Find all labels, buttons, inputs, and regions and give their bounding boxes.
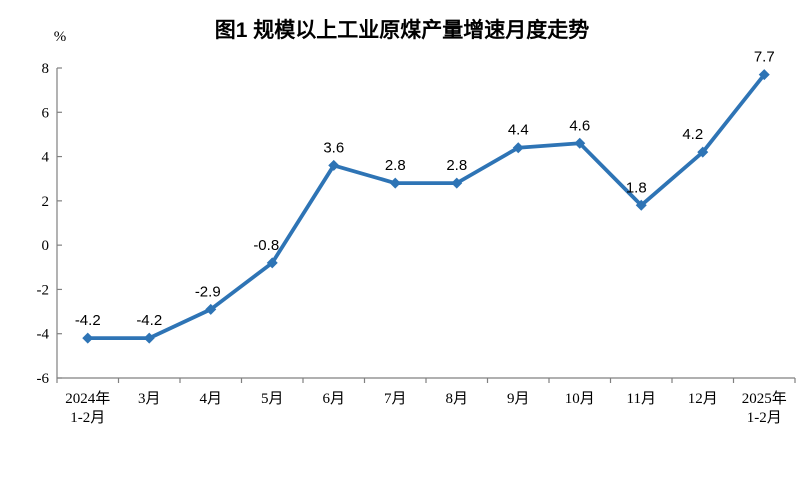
- data-point-label: 2.8: [385, 157, 406, 174]
- y-axis-tick-label: 2: [42, 194, 50, 210]
- data-point-label: -2.9: [195, 283, 221, 300]
- x-axis-label: 12月: [688, 391, 718, 407]
- data-point-label: -0.8: [253, 237, 279, 254]
- data-point-label: 1.8: [626, 179, 647, 196]
- series-line: [85, 72, 767, 341]
- data-point-label: -4.2: [75, 312, 101, 329]
- data-point-marker: [758, 69, 770, 81]
- data-point-label: -4.2: [136, 312, 162, 329]
- data-point-marker: [512, 142, 524, 154]
- data-point-marker: [574, 137, 586, 149]
- x-axis-label: 2024年: [65, 390, 110, 407]
- data-point-label: 4.2: [682, 126, 703, 143]
- x-axis-label: 10月: [565, 391, 595, 407]
- data-point-marker: [451, 177, 463, 189]
- x-axis-label: 5月: [261, 391, 284, 407]
- y-axis-unit-label: %: [54, 29, 67, 45]
- y-axis-tick-label: 0: [42, 238, 50, 254]
- x-axis-label: 11月: [627, 391, 656, 407]
- x-axis-label: 4月: [199, 391, 222, 407]
- y-axis-tick-label: 4: [42, 150, 50, 166]
- x-axis-label: 9月: [507, 391, 530, 407]
- x-axis-label: 8月: [445, 391, 468, 407]
- y-axis-tick-label: 8: [42, 61, 50, 77]
- y-axis-tick-label: -6: [37, 371, 50, 387]
- data-point-marker: [266, 257, 278, 269]
- data-point-label: 7.7: [754, 49, 775, 66]
- y-axis-tick-label: 6: [42, 105, 50, 121]
- data-point-marker: [82, 332, 94, 344]
- y-axis-tick-label: -4: [37, 327, 50, 343]
- data-point-label: 3.6: [323, 139, 344, 156]
- data-point-label: 4.6: [569, 117, 590, 134]
- x-axis-label: 7月: [384, 391, 407, 407]
- plot-area: -6 -4 -2 0 2 4 6 8 2024年 1-2月 3月 4月 5月 6月 7月 8月 9月 10月 11月…: [37, 49, 796, 426]
- data-point-marker: [205, 303, 217, 315]
- data-point-marker: [389, 177, 401, 189]
- data-point-marker: [328, 159, 340, 171]
- data-point-marker: [143, 332, 155, 344]
- chart-title: 图1 规模以上工业原煤产量增速月度走势: [215, 18, 590, 42]
- data-point-marker: [635, 199, 647, 211]
- x-axis-label: 6月: [322, 391, 345, 407]
- x-axis-label: 3月: [138, 391, 161, 407]
- x-axis-label: 1-2月: [70, 410, 105, 426]
- data-point-marker: [697, 146, 709, 158]
- data-point-label: 2.8: [446, 157, 467, 174]
- x-axis-label: 2025年: [742, 390, 787, 407]
- y-axis-tick-label: -2: [37, 282, 50, 298]
- x-axis-label: 1-2月: [747, 410, 782, 426]
- data-point-label: 4.4: [508, 122, 529, 139]
